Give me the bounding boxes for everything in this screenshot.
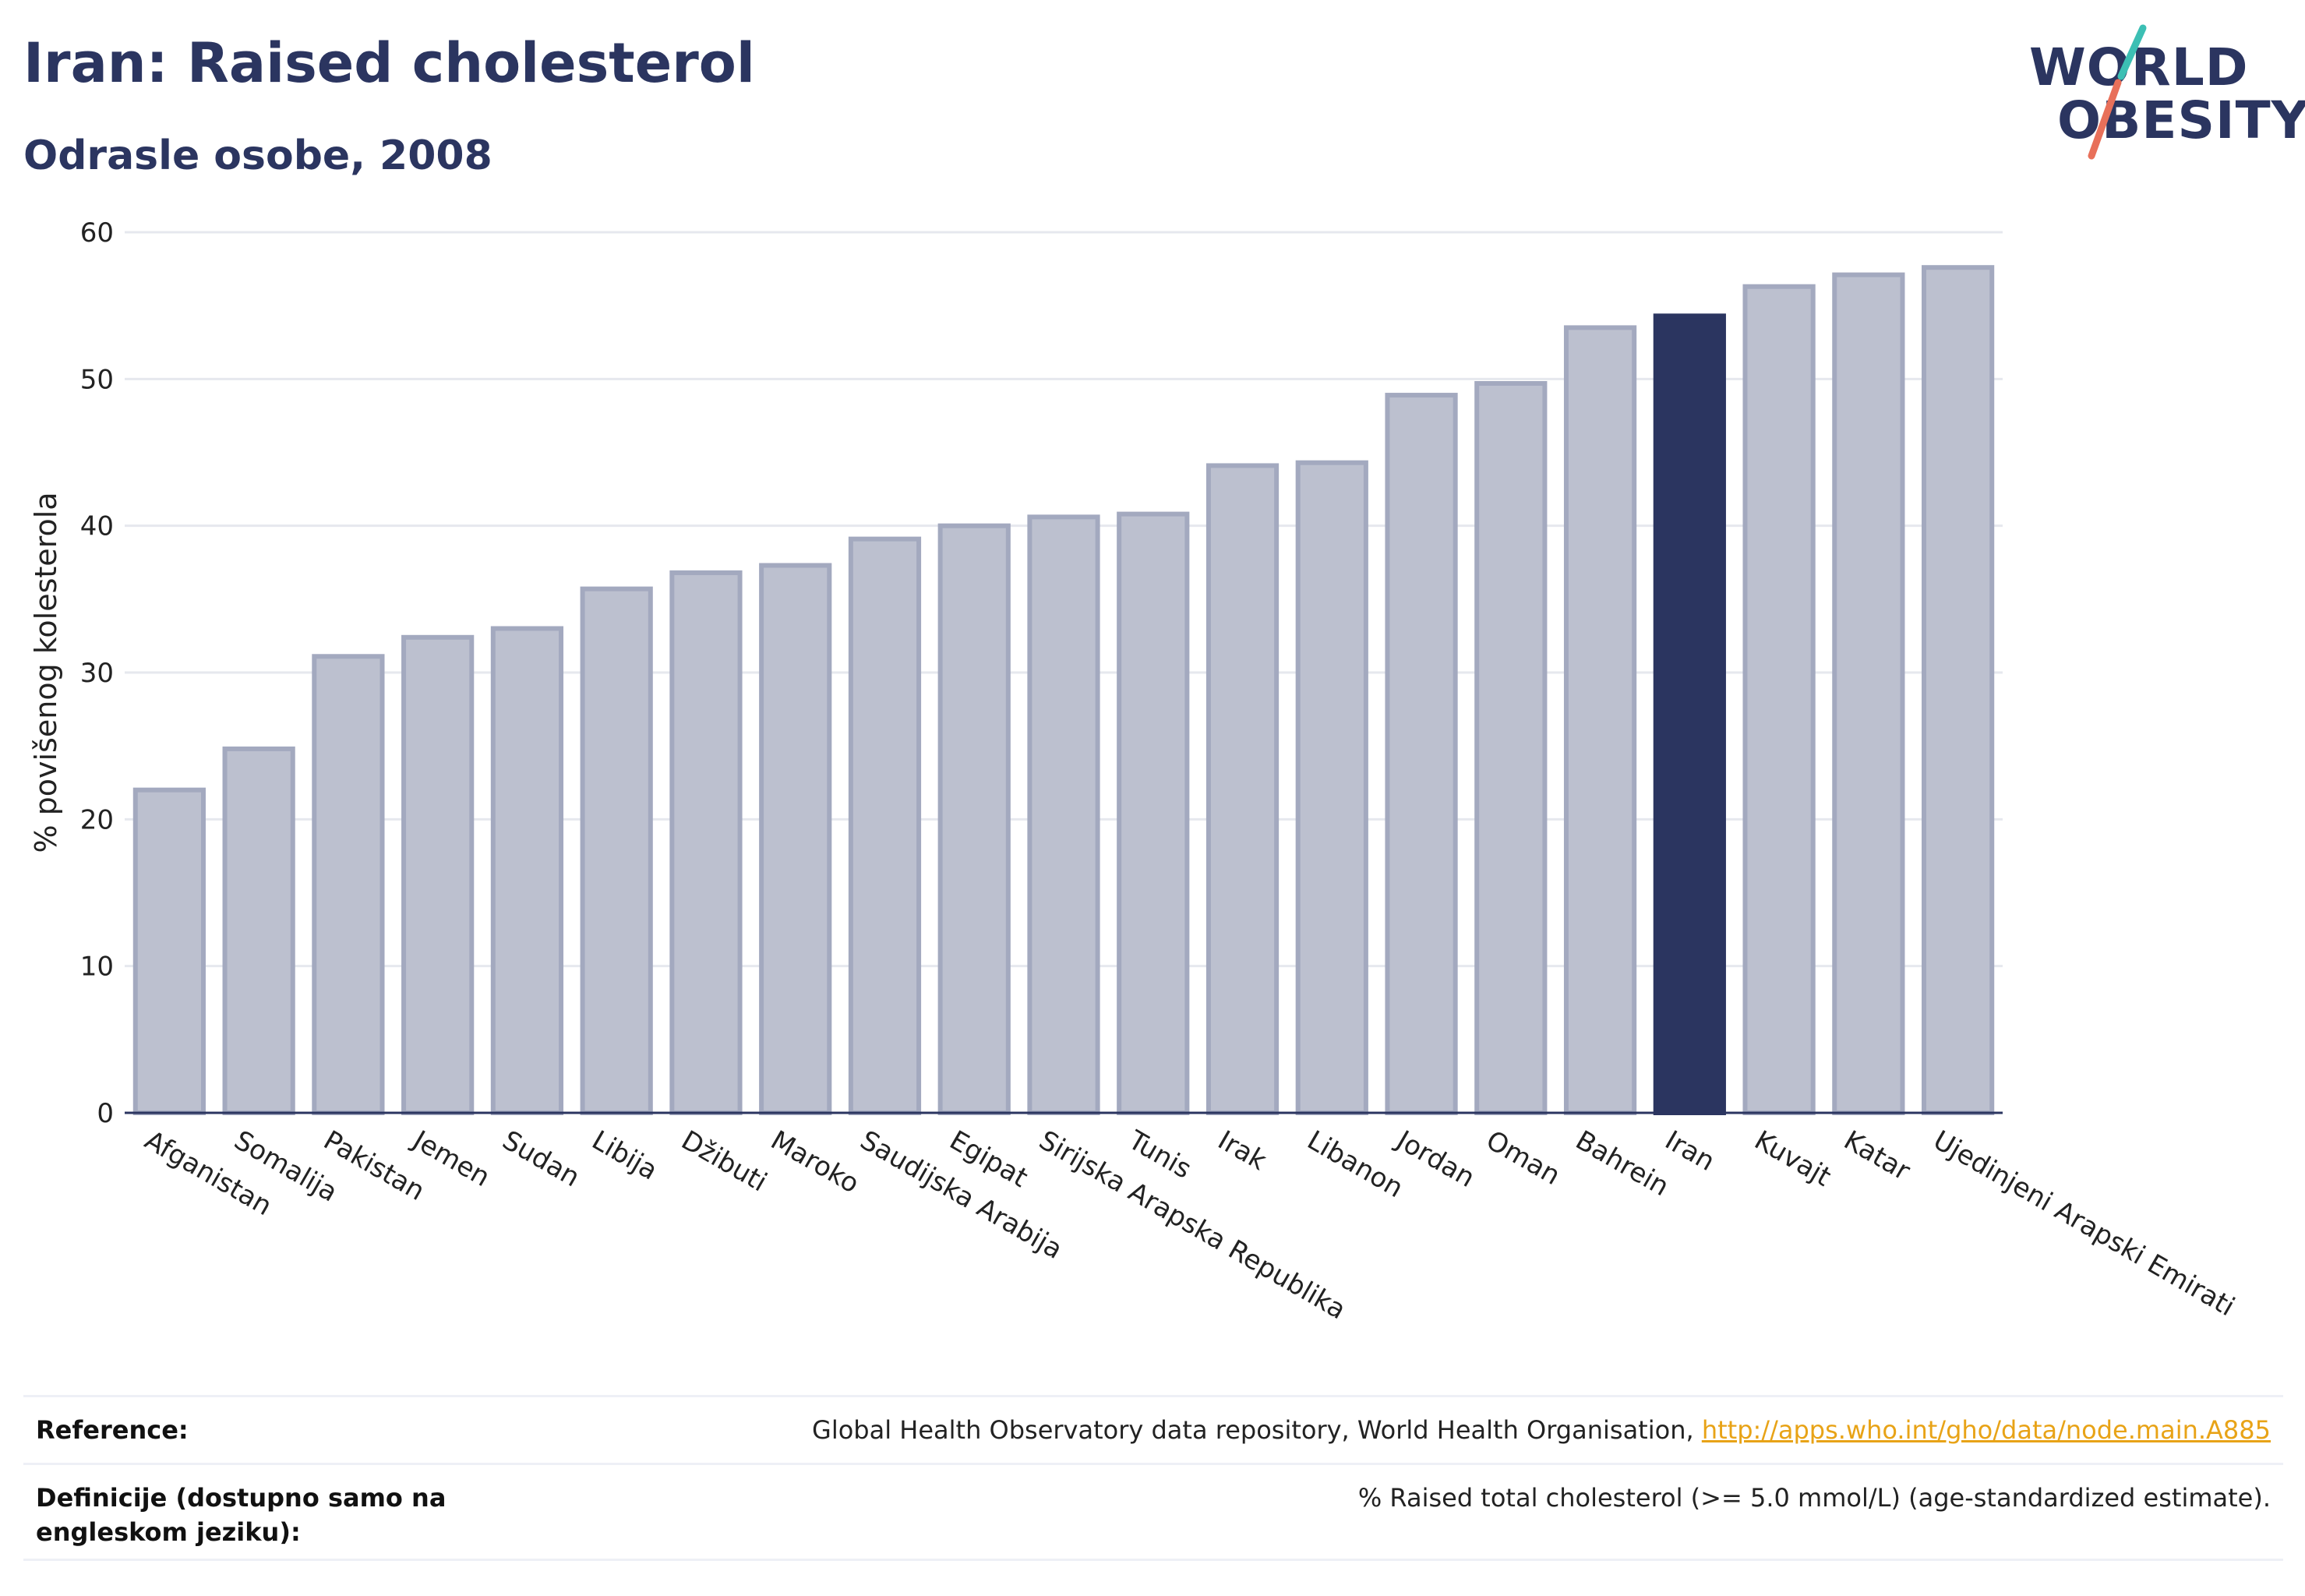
x-tick-label: Libanon (1302, 1125, 1409, 1204)
x-tick-label: Kuvajt (1749, 1125, 1837, 1193)
x-tick-label: Sudan (497, 1125, 585, 1193)
x-tick-label: Iran (1660, 1125, 1720, 1178)
definition-row: Definicije (dostupno samo na engleskom j… (23, 1463, 2283, 1561)
x-tick-label: Bahrein (1570, 1125, 1674, 1202)
bar-chart: 0 10 20 30 40 50 60 AfganistanSomalijaPakistan… (29, 217, 2240, 1326)
y-axis-label: % povišenog kolesterola (29, 492, 63, 853)
reference-row: Reference: Global Health Observatory dat… (23, 1395, 2283, 1463)
bar (132, 787, 206, 1116)
bar (1205, 463, 1280, 1115)
x-tick-label: Ujedinjeni Arapski Emirati (1928, 1125, 2240, 1322)
x-tick-label: Maroko (765, 1125, 864, 1199)
bar (1563, 325, 1637, 1115)
bars (132, 265, 1995, 1116)
x-tick-label: Irak (1213, 1125, 1272, 1177)
bar (1027, 514, 1100, 1116)
bar (1117, 511, 1190, 1116)
bar (669, 570, 743, 1115)
world-obesity-logo: WORLD OBESITY (2026, 22, 2305, 170)
bar (490, 626, 564, 1115)
y-tick-label: 0 (97, 1098, 114, 1129)
bar (848, 536, 922, 1116)
definition-label: Definicije (dostupno samo na engleskom j… (36, 1483, 447, 1547)
reference-label: Reference: (36, 1415, 189, 1445)
y-tick-label: 10 (80, 952, 114, 983)
y-tick-label: 40 (80, 511, 114, 542)
reference-link[interactable]: http://apps.who.int/gho/data/node.main.A… (1701, 1415, 2271, 1445)
y-tick-label: 60 (80, 217, 114, 249)
x-tick-label: Pakistan (318, 1125, 429, 1207)
bar (759, 563, 832, 1115)
bar (1295, 460, 1368, 1115)
y-tick-label: 20 (80, 804, 114, 835)
x-tick-label: Džibuti (676, 1125, 771, 1198)
y-tick-label: 50 (80, 364, 114, 395)
logo-slash-icon (2088, 24, 2147, 160)
bar (312, 654, 385, 1115)
x-tick-label: Katar (1838, 1125, 1915, 1187)
bar (1832, 272, 1905, 1115)
bar (1922, 265, 1995, 1116)
bar (1385, 393, 1458, 1115)
reference-text: Global Health Observatory data repositor… (812, 1415, 1694, 1445)
bar (222, 746, 295, 1116)
x-tick-label: Libija (587, 1125, 663, 1186)
bar (580, 586, 653, 1115)
bar-highlight (1653, 313, 1726, 1116)
definition-value: % Raised total cholesterol (>= 5.0 mmol/… (1357, 1483, 2271, 1513)
y-axis-ticks: 0 10 20 30 40 50 60 (80, 217, 114, 1129)
logo-line-1: WORLD (2029, 37, 2249, 97)
bar (1742, 284, 1816, 1115)
bar (937, 523, 1011, 1115)
chart-subtitle: Odrasle osobe, 2008 (23, 132, 492, 179)
bar (401, 634, 475, 1115)
chart-title: Iran: Raised cholesterol (23, 31, 755, 95)
y-tick-label: 30 (80, 658, 114, 689)
x-tick-label: Oman (1481, 1125, 1565, 1192)
reference-value: Global Health Observatory data repositor… (812, 1413, 2271, 1447)
reference-table: Reference: Global Health Observatory dat… (23, 1395, 2283, 1561)
bar (1474, 380, 1548, 1115)
